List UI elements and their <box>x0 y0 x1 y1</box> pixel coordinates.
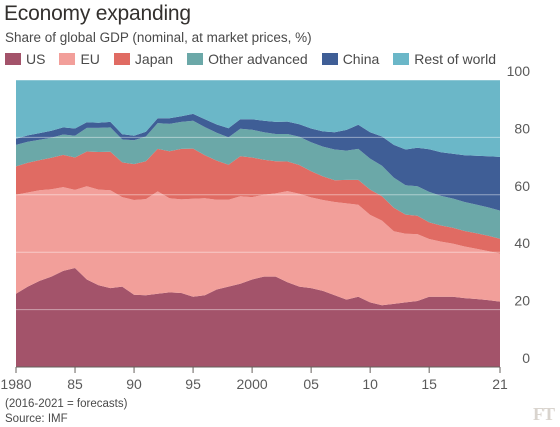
legend-item-us: US <box>5 51 45 67</box>
x-tick-label-1980: 1980 <box>0 376 31 392</box>
legend-label-other-advanced: Other advanced <box>208 51 308 67</box>
chart-subtitle: Share of global GDP (nominal, at market … <box>5 30 312 45</box>
legend-item-china: China <box>321 51 380 67</box>
legend-swatch-china <box>321 53 338 65</box>
y-tick-label-100: 100 <box>507 63 531 79</box>
legend-item-other-advanced: Other advanced <box>187 51 308 67</box>
x-tick-label-1990: 90 <box>126 376 142 392</box>
legend-label-rest-of-world: Rest of world <box>414 51 496 67</box>
x-tick-label-2015: 15 <box>421 376 437 392</box>
legend-item-japan: Japan <box>113 51 174 67</box>
legend: US EU Japan Other advanced China Rest of… <box>5 51 496 67</box>
area-eu <box>16 186 500 306</box>
area-china <box>16 113 500 211</box>
legend-swatch-japan <box>113 53 130 65</box>
legend-swatch-other-advanced <box>187 53 204 65</box>
area-rest-of-world <box>16 80 500 157</box>
legend-label-china: China <box>342 51 380 67</box>
legend-item-rest-of-world: Rest of world <box>393 51 496 67</box>
y-tick-label-80: 80 <box>514 120 530 136</box>
x-tick-label-2000: 2000 <box>237 376 268 392</box>
legend-swatch-us <box>5 53 21 65</box>
x-tick-label-2021: 21 <box>492 376 508 392</box>
area-us <box>16 268 500 367</box>
y-tick-label-60: 60 <box>514 178 530 194</box>
x-tick-label-2005: 05 <box>303 376 319 392</box>
y-tick-label-40: 40 <box>514 235 530 251</box>
y-tick-label-0: 0 <box>522 350 530 366</box>
footnote: (2016-2021 = forecasts) <box>5 398 128 410</box>
source-note: Source: IMF <box>5 413 68 425</box>
area-other-advanced <box>16 120 500 239</box>
legend-item-eu: EU <box>59 51 100 67</box>
area-japan <box>16 148 500 254</box>
x-tick-label-1995: 95 <box>185 376 201 392</box>
chart-title: Economy expanding <box>4 2 191 25</box>
x-tick-label-2010: 10 <box>362 376 378 392</box>
legend-label-japan: Japan <box>134 51 174 67</box>
x-tick-label-1985: 85 <box>67 376 83 392</box>
legend-label-eu: EU <box>80 51 100 67</box>
legend-swatch-rest-of-world <box>393 53 410 65</box>
y-tick-label-20: 20 <box>514 293 530 309</box>
ft-logo: FT <box>532 404 555 424</box>
legend-swatch-eu <box>59 53 76 65</box>
legend-label-us: US <box>26 51 46 67</box>
